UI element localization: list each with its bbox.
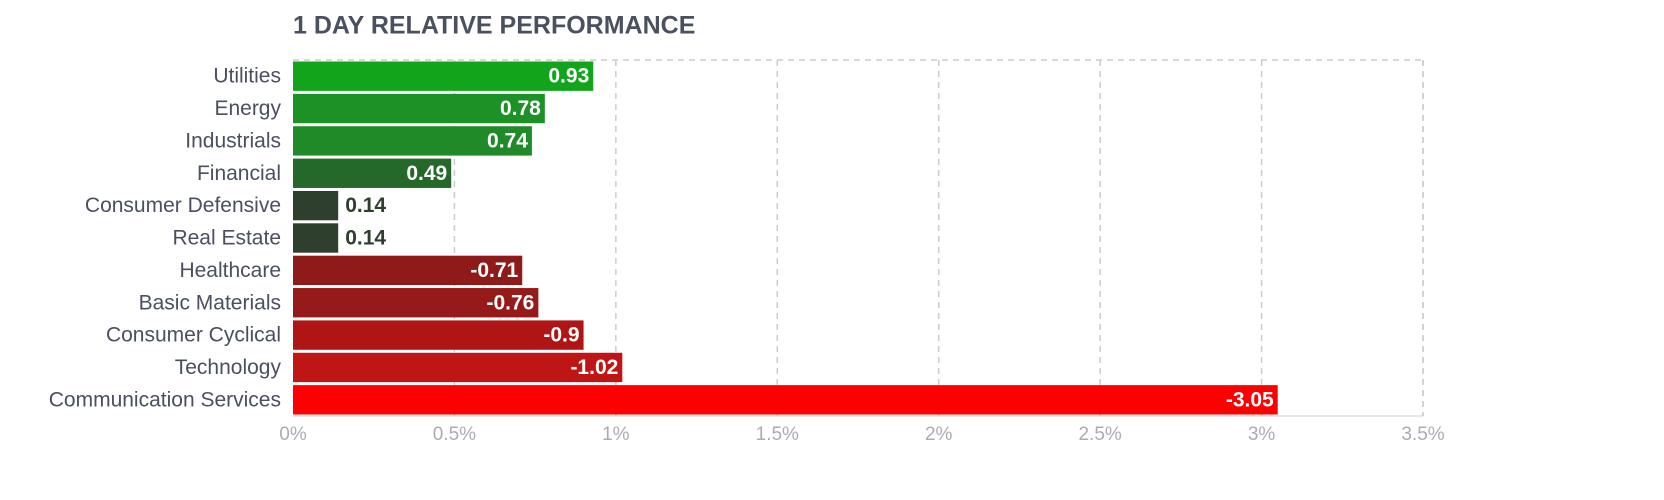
y-tick-label: Basic Materials [139,291,281,314]
bar [293,288,539,318]
y-tick-label: Technology [175,356,282,379]
bar [293,93,545,124]
y-tick-label: Financial [197,162,281,185]
value-label: 0.78 [500,97,541,120]
value-label: 0.74 [487,129,528,152]
y-tick-label: Consumer Defensive [85,194,281,217]
x-tick-label: 1% [602,424,630,445]
bar [293,255,523,286]
bar [293,320,584,350]
bar [293,223,339,253]
x-tick-label: 1.5% [756,424,799,445]
value-label: 0.93 [548,65,589,88]
value-label: -0.71 [470,259,518,282]
value-label: 0.14 [345,194,386,217]
chart-title: 1 DAY RELATIVE PERFORMANCE [293,12,695,40]
bar [293,126,532,156]
bar [293,352,623,383]
value-label: -0.9 [543,324,579,347]
x-tick-label: 2.5% [1078,424,1121,445]
y-tick-label: Industrials [185,129,281,152]
x-tick-label: 3% [1248,424,1276,445]
bar [293,385,1278,415]
value-label: -0.76 [486,291,534,314]
value-label: -3.05 [1226,388,1274,411]
value-label: -1.02 [570,356,618,379]
value-label: 0.49 [406,162,447,185]
y-tick-label: Healthcare [179,259,281,282]
x-tick-label: 0.5% [433,424,476,445]
x-tick-label: 2% [925,424,953,445]
y-tick-label: Utilities [213,65,281,88]
x-tick-label: 0% [279,424,307,445]
y-tick-label: Energy [214,97,281,120]
bar [293,158,452,188]
y-tick-label: Consumer Cyclical [106,324,281,347]
y-tick-label: Real Estate [172,227,281,250]
bar [293,190,339,221]
y-tick-label: Communication Services [49,388,281,411]
x-tick-label: 3.5% [1401,424,1444,445]
value-label: 0.14 [345,227,386,250]
bar [293,61,594,91]
